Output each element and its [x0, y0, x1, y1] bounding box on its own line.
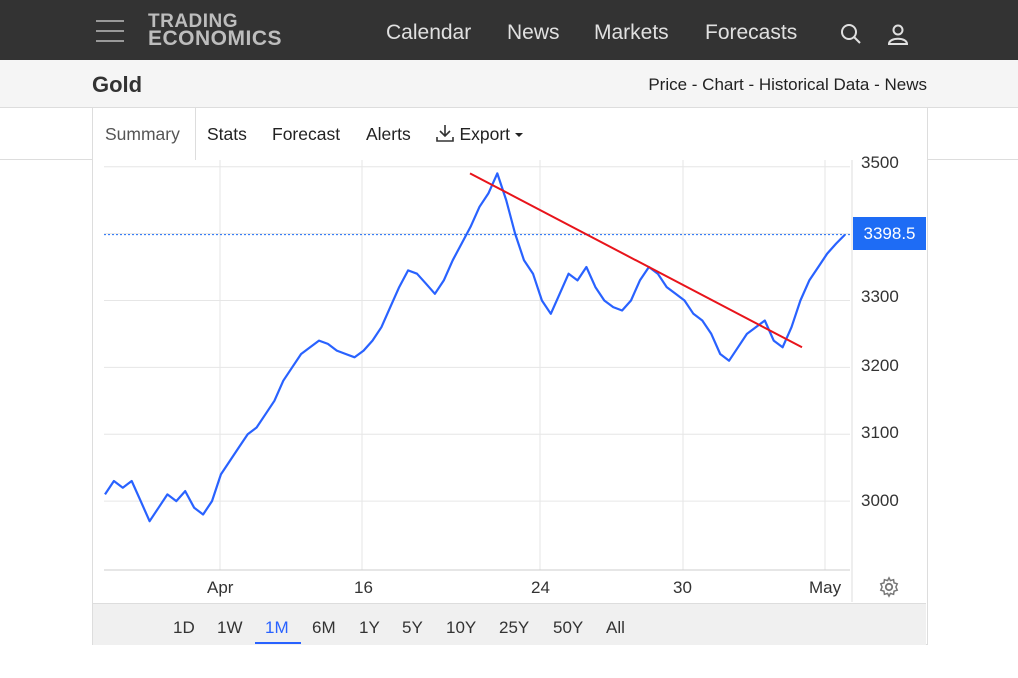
- range-selector: [93, 603, 926, 645]
- range-50y[interactable]: 50Y: [553, 618, 584, 637]
- user-icon[interactable]: [886, 22, 910, 46]
- search-icon[interactable]: [839, 22, 863, 46]
- subheader-links[interactable]: Price - Chart - Historical Data - News: [648, 75, 927, 94]
- tab-forecast[interactable]: Forecast: [272, 124, 341, 144]
- download-icon: [436, 125, 454, 142]
- current-price-badge: 3398.5: [853, 217, 926, 250]
- x-tick-label: May: [809, 578, 842, 597]
- y-tick-label: 3000: [861, 491, 899, 510]
- subheader: Gold Price - Chart - Historical Data - N…: [0, 60, 1018, 108]
- x-tick-label: 16: [354, 578, 373, 597]
- range-25y[interactable]: 25Y: [499, 618, 530, 637]
- range-all[interactable]: All: [606, 618, 625, 637]
- page-title: Gold: [92, 72, 143, 97]
- y-tick-label: 3200: [861, 356, 899, 375]
- tab-stats[interactable]: Stats: [207, 124, 247, 144]
- logo-line2: ECONOMICS: [148, 27, 283, 50]
- price-series-line: [104, 172, 846, 523]
- nav-forecasts[interactable]: Forecasts: [705, 21, 798, 44]
- range-1y[interactable]: 1Y: [359, 618, 380, 637]
- logo-line1: TRADING: [148, 11, 239, 32]
- x-tick-label: 30: [673, 578, 692, 597]
- export-label: Export: [459, 124, 511, 144]
- range-1d[interactable]: 1D: [173, 618, 195, 637]
- x-tick-label: Apr: [207, 578, 234, 597]
- y-tick-label: 3500: [861, 153, 899, 172]
- nav-news[interactable]: News: [507, 21, 560, 44]
- gear-icon[interactable]: [878, 576, 900, 598]
- range-1w[interactable]: 1W: [217, 618, 243, 637]
- y-tick-label: 3300: [861, 287, 899, 306]
- top-navbar: TRADING ECONOMICS Calendar News Markets …: [0, 0, 1018, 60]
- caret-down-icon: [515, 133, 524, 137]
- nav-markets[interactable]: Markets: [594, 21, 669, 44]
- range-6m[interactable]: 6M: [312, 618, 336, 637]
- logo[interactable]: TRADING ECONOMICS: [148, 11, 283, 50]
- menu-icon[interactable]: [96, 20, 124, 42]
- x-tick-label: 24: [531, 578, 550, 597]
- tab-summary-box: [92, 108, 196, 160]
- tab-alerts[interactable]: Alerts: [366, 124, 411, 144]
- active-range-indicator: [255, 642, 301, 644]
- export-button[interactable]: Export: [435, 123, 524, 145]
- trend-line[interactable]: [469, 172, 803, 349]
- range-10y[interactable]: 10Y: [446, 618, 477, 637]
- range-5y[interactable]: 5Y: [402, 618, 423, 637]
- plot-area: [104, 160, 850, 570]
- tab-summary[interactable]: Summary: [105, 124, 180, 144]
- range-1m[interactable]: 1M: [265, 618, 289, 637]
- nav-calendar[interactable]: Calendar: [386, 21, 472, 44]
- y-tick-label: 3100: [861, 423, 899, 442]
